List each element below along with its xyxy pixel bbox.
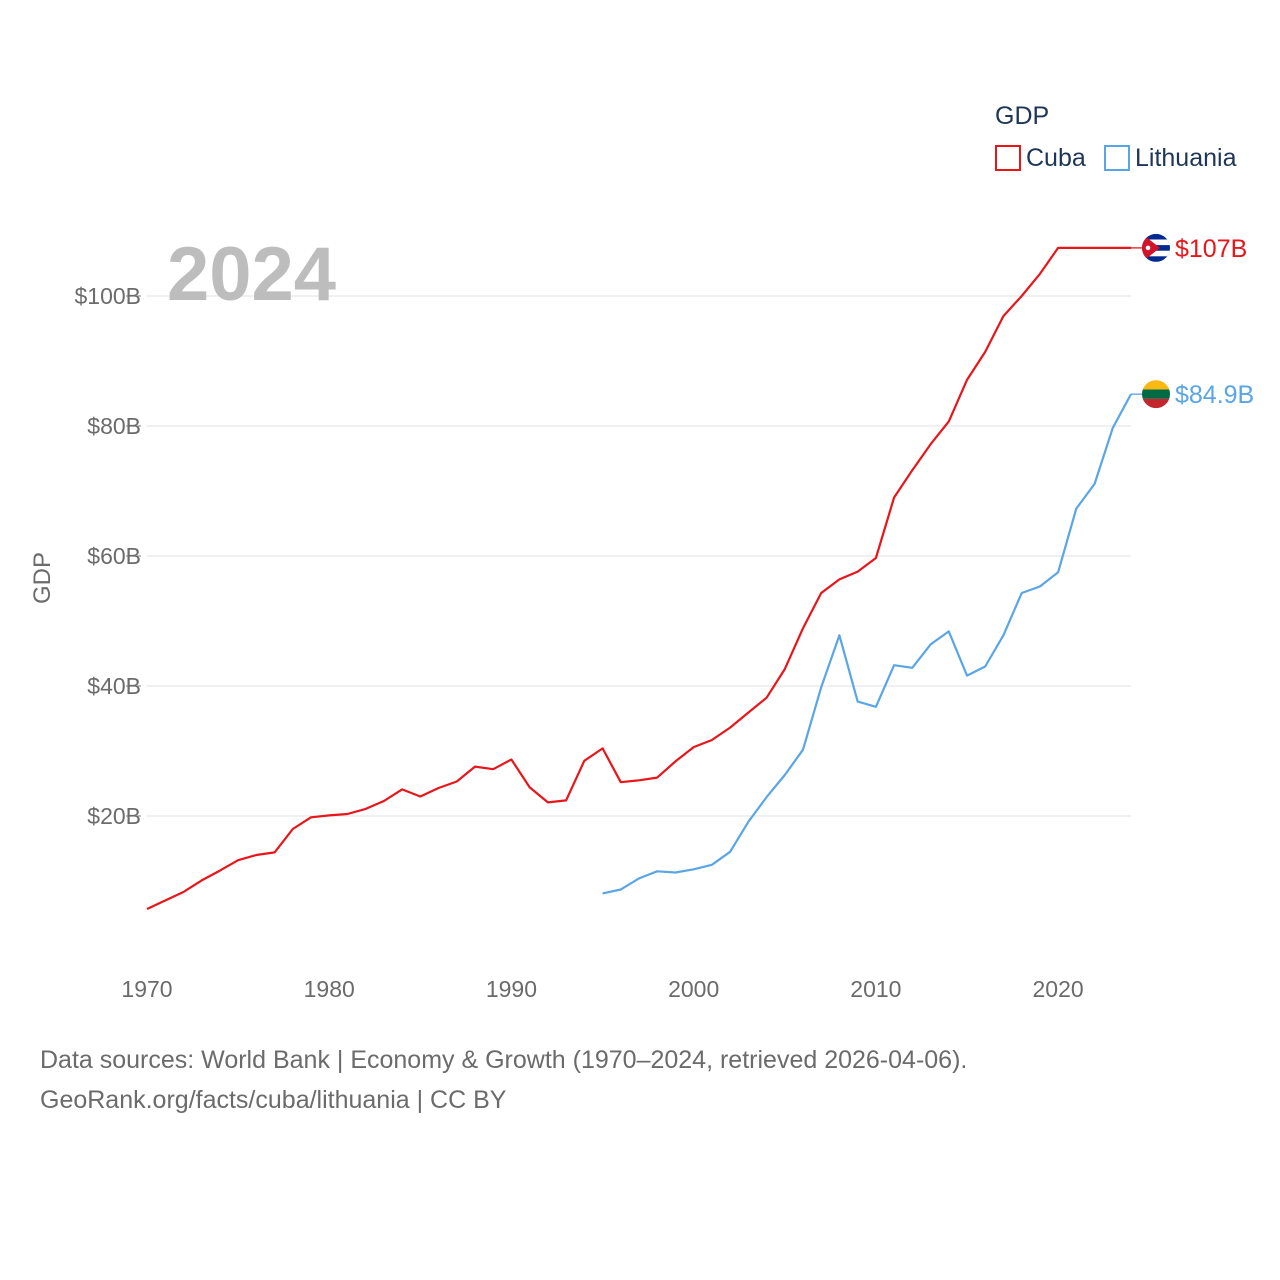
end-value-label-lithuania: $84.9B	[1175, 381, 1254, 409]
x-tick-label: 1990	[486, 976, 537, 1002]
x-tick-label: 2020	[1033, 976, 1084, 1002]
grid-lines	[147, 295, 1131, 817]
y-tick-label: $40B	[87, 673, 141, 699]
y-axis-ticks: $20B $40B $60B $80B $100B	[74, 283, 141, 829]
x-tick-label: 1980	[304, 976, 355, 1002]
footer: Data sources: World Bank | Economy & Gro…	[40, 1040, 967, 1120]
x-tick-label: 2000	[668, 976, 719, 1002]
y-tick-label: $80B	[87, 413, 141, 439]
legend-item-cuba[interactable]: Cuba	[995, 144, 1086, 172]
series-end-labels: $107B $84.9B	[1131, 233, 1254, 409]
x-axis-ticks: 1970 1980 1990 2000 2010 2020	[121, 976, 1083, 1002]
source-link[interactable]: GeoRank.org/facts/cuba/lithuania | CC BY	[40, 1086, 507, 1114]
cuba-flag-icon	[1142, 233, 1170, 262]
legend-item-lithuania[interactable]: Lithuania	[1104, 144, 1237, 172]
legend-swatch-cuba	[995, 145, 1021, 171]
lithuania-flag-icon	[1142, 380, 1170, 409]
series-lines	[146, 246, 1132, 910]
current-year-label: 2024	[167, 232, 336, 317]
series-line-lithuania	[602, 393, 1132, 895]
x-tick-label: 1970	[121, 976, 172, 1002]
legend-title: GDP	[995, 102, 1049, 130]
legend: GDP Cuba Lithuania	[995, 102, 1237, 172]
y-tick-label: $100B	[74, 283, 141, 309]
x-tick-label: 2010	[850, 976, 901, 1002]
y-tick-label: $60B	[87, 543, 141, 569]
y-tick-label: $20B	[87, 803, 141, 829]
data-sources-note: Data sources: World Bank | Economy & Gro…	[40, 1046, 968, 1074]
y-axis-label: GDP	[29, 552, 56, 604]
legend-swatch-lithuania	[1104, 145, 1130, 171]
series-line-cuba	[146, 246, 1131, 910]
legend-label-cuba: Cuba	[1026, 144, 1086, 172]
end-value-label-cuba: $107B	[1175, 235, 1247, 263]
legend-label-lithuania: Lithuania	[1135, 144, 1237, 172]
